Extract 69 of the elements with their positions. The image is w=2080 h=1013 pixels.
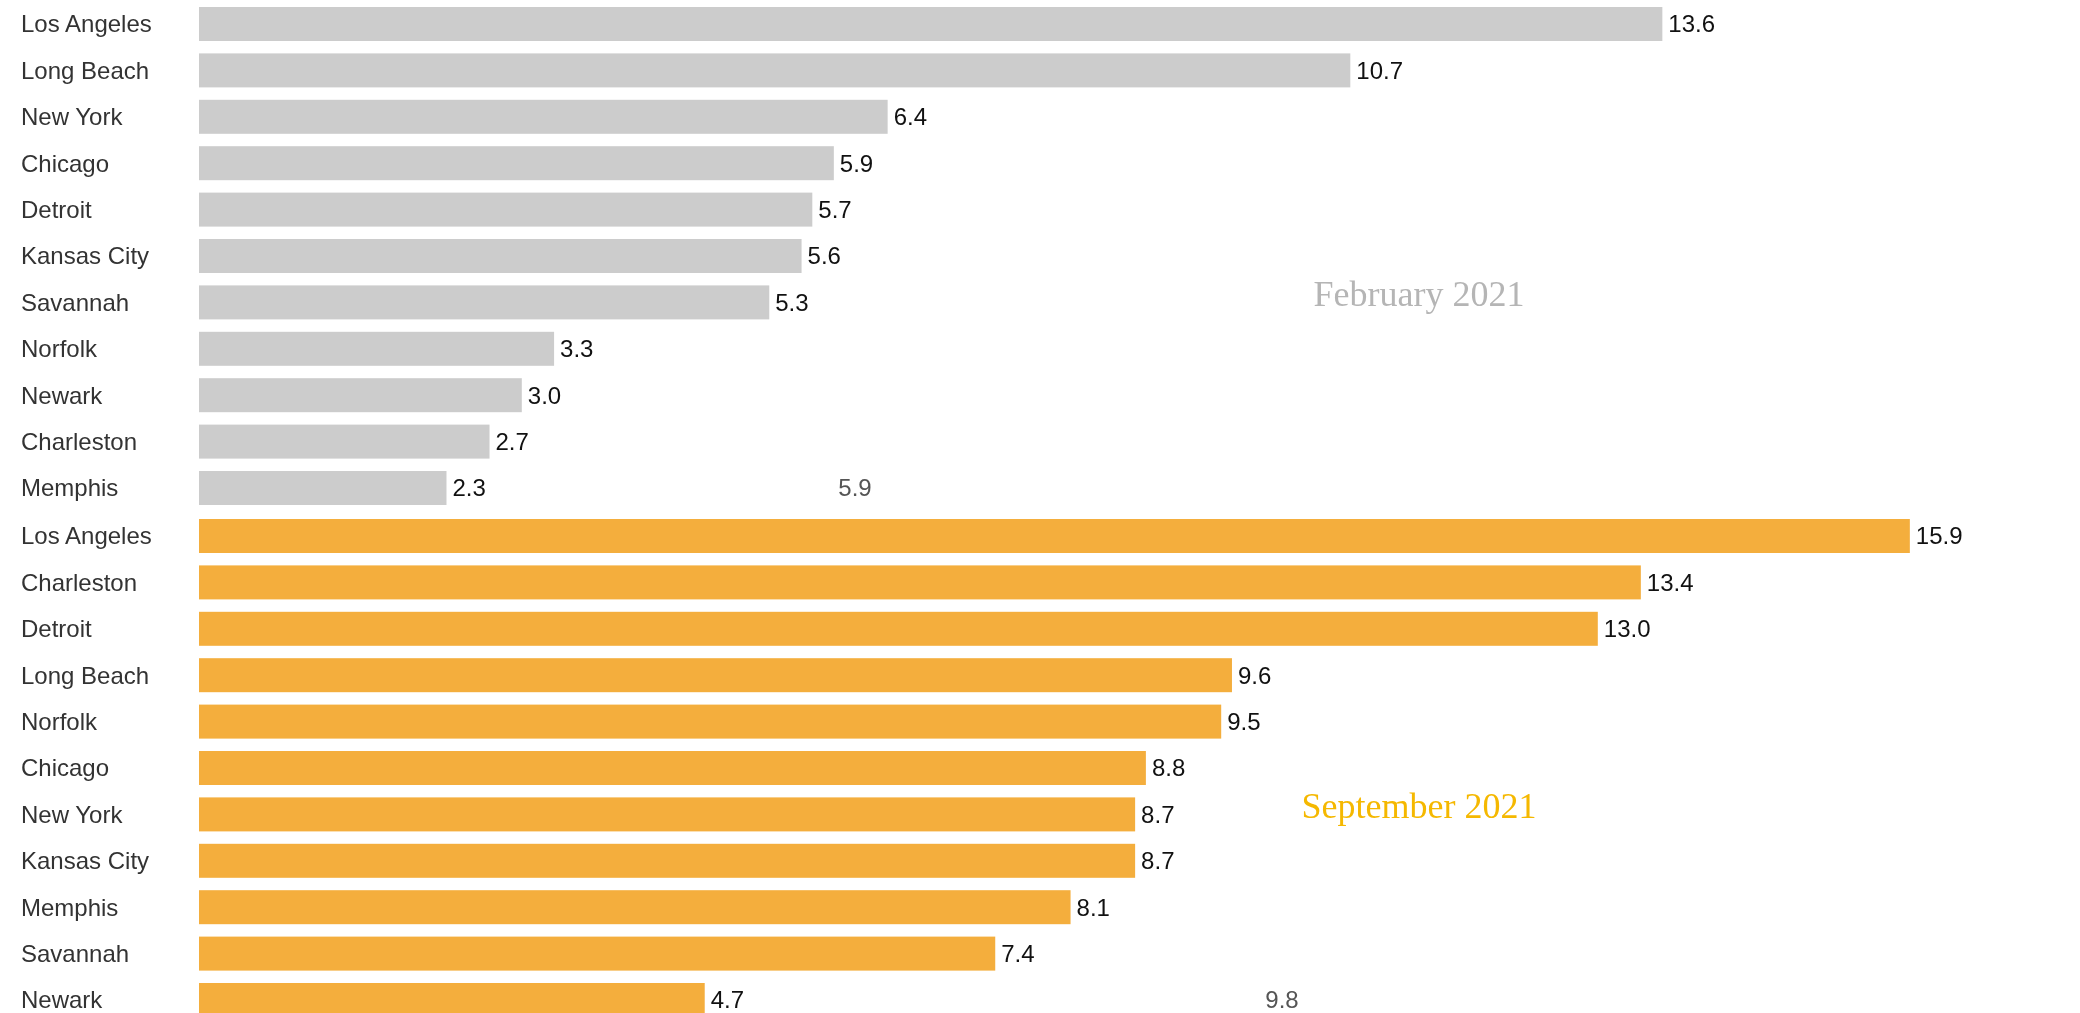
data-label: 13.4	[1646, 568, 1694, 596]
y-tick-label: Long Beach	[21, 661, 150, 689]
data-label: 13.6	[1668, 10, 1716, 38]
data-label: 8.7	[1141, 847, 1175, 875]
bar	[199, 936, 996, 971]
bar	[199, 704, 1222, 739]
data-label: 4.7	[710, 986, 745, 1013]
bar	[199, 565, 1641, 600]
y-tick-label: Detroit	[21, 615, 93, 643]
data-label: 3.0	[527, 381, 562, 409]
bar	[199, 890, 1071, 925]
text: February 2021	[1313, 273, 1525, 314]
data-label: 10.7	[1356, 56, 1404, 84]
bar	[199, 658, 1232, 693]
bar	[199, 611, 1598, 646]
data-label: 9.5	[1227, 708, 1261, 735]
y-tick-label: New York	[21, 103, 124, 131]
y-tick-label: Charleston	[21, 428, 138, 455]
bar	[199, 424, 490, 459]
bar	[199, 192, 813, 227]
annotation: 9.8	[1265, 986, 1299, 1013]
y-tick-label: Los Angeles	[21, 10, 152, 38]
annotation: 5.9	[838, 474, 872, 502]
bar	[199, 239, 802, 273]
y-tick-label: Norfolk	[21, 335, 99, 363]
data-label: 8.7	[1141, 800, 1175, 828]
data-label: 9.6	[1237, 661, 1272, 689]
data-label: 2.7	[495, 428, 529, 455]
bar	[199, 7, 1663, 41]
data-label: 15.9	[1915, 522, 1963, 550]
y-tick-label: New York	[21, 800, 124, 828]
bar	[199, 797, 1136, 832]
data-label: 2.3	[452, 474, 486, 502]
bar	[199, 751, 1146, 785]
y-tick-label: Long Beach	[21, 56, 150, 84]
data-label: 5.7	[818, 196, 852, 223]
y-tick-label: Newark	[21, 986, 104, 1013]
y-tick-label: Kansas City	[21, 242, 150, 270]
y-tick-label: Savannah	[21, 940, 130, 967]
data-label: 8.8	[1151, 754, 1186, 782]
y-tick-label: Savannah	[21, 288, 130, 316]
data-label: 5.6	[807, 242, 841, 270]
y-tick-label: Memphis	[21, 893, 119, 921]
y-tick-label: Chicago	[21, 149, 110, 177]
data-label: 8.1	[1076, 893, 1110, 921]
bar	[199, 146, 834, 181]
bar	[199, 519, 1910, 553]
data-label: 13.0	[1603, 615, 1651, 643]
y-tick-label: Los Angeles	[21, 522, 152, 550]
y-tick-label: Chicago	[21, 754, 110, 782]
bar	[199, 471, 447, 505]
data-label: 3.3	[560, 335, 594, 363]
data-label: 7.4	[1001, 940, 1035, 967]
bar	[199, 53, 1351, 88]
y-tick-label: Charleston	[21, 568, 138, 596]
text: September 2021	[1301, 785, 1537, 826]
y-tick-label: Memphis	[21, 474, 119, 502]
data-label: 5.9	[839, 149, 874, 177]
bar	[199, 843, 1136, 878]
y-tick-label: Detroit	[21, 196, 93, 223]
data-label: 6.4	[893, 103, 928, 131]
y-tick-label: Norfolk	[21, 708, 99, 735]
bar	[199, 285, 770, 320]
bar	[199, 378, 522, 413]
bar	[199, 331, 555, 366]
y-tick-label: Newark	[21, 381, 104, 409]
data-label: 5.3	[775, 288, 809, 316]
y-tick-label: Kansas City	[21, 847, 150, 875]
bar	[199, 99, 888, 134]
